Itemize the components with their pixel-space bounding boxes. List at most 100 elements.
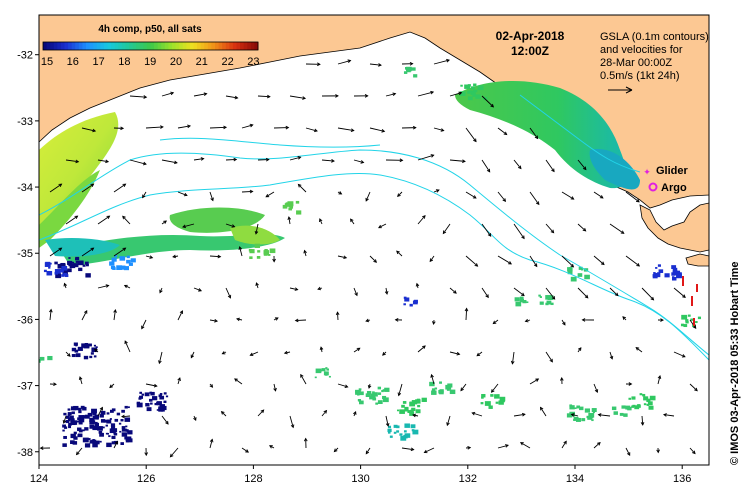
velocity-arrowhead xyxy=(249,352,254,357)
sst-pixel xyxy=(403,430,407,433)
velocity-arrow xyxy=(65,351,71,357)
velocity-arrowhead xyxy=(392,92,397,97)
sst-pixel xyxy=(413,74,418,78)
sst-pixel xyxy=(357,393,360,396)
velocity-arrowhead xyxy=(343,255,348,260)
sst-pixel xyxy=(154,402,158,406)
sst-pixel xyxy=(288,207,293,211)
velocity-arrowhead xyxy=(551,168,555,173)
sst-pixel xyxy=(413,401,418,405)
sst-pixel xyxy=(653,272,656,275)
velocity-arrow xyxy=(241,447,249,453)
sst-pixel xyxy=(77,346,83,351)
colorbar-title: 4h comp, p50, all sats xyxy=(98,24,202,35)
sst-pixel xyxy=(488,405,493,409)
velocity-arrow xyxy=(545,351,553,363)
sst-pixel xyxy=(282,204,288,209)
sst-pixel xyxy=(403,303,406,306)
velocity-arrowhead xyxy=(692,325,697,329)
velocity-arrow xyxy=(529,127,538,139)
sst-pixel xyxy=(89,417,95,423)
sst-pixel xyxy=(83,406,87,409)
sst-pixel xyxy=(71,411,75,415)
velocity-arrow xyxy=(460,383,467,391)
sst-pixel xyxy=(387,431,391,434)
velocity-arrowhead xyxy=(410,447,415,452)
glider-tracks xyxy=(682,276,698,326)
velocity-arrowhead xyxy=(338,191,343,195)
sst-pixel xyxy=(417,404,421,408)
sst-pixel xyxy=(268,254,271,256)
colorbar-swatch xyxy=(247,42,252,50)
sst-pixel xyxy=(323,371,329,376)
colorbar-swatch xyxy=(182,42,187,50)
velocity-arrow xyxy=(170,447,179,458)
velocity-arrow xyxy=(289,156,301,161)
sst-pixel xyxy=(125,436,132,442)
velocity-arrow xyxy=(417,154,434,161)
velocity-arrow xyxy=(417,345,426,353)
velocity-arrowhead xyxy=(471,411,476,416)
velocity-arrowhead xyxy=(385,422,390,427)
sst-pixel xyxy=(159,392,163,395)
velocity-arrowhead xyxy=(422,215,426,219)
velocity-arrowhead xyxy=(141,325,145,330)
colorbar-swatch xyxy=(250,42,255,50)
legend: ✦ Glider Argo xyxy=(643,165,688,194)
sst-pixel xyxy=(63,272,67,276)
sst-pixel xyxy=(410,409,414,413)
velocity-arrowhead xyxy=(485,294,489,299)
velocity-arrowhead xyxy=(453,290,457,294)
velocity-arrowhead xyxy=(238,246,243,250)
velocity-arrow xyxy=(401,447,414,451)
velocity-arrowhead xyxy=(378,224,382,229)
velocity-arrow xyxy=(241,124,253,129)
velocity-arrowhead xyxy=(492,320,497,325)
sst-pixel xyxy=(622,406,625,409)
sst-pixel xyxy=(127,406,130,409)
velocity-arrowhead xyxy=(122,247,127,251)
sst-pixel xyxy=(83,355,89,360)
sst-pixel xyxy=(158,407,164,412)
sst-pixel xyxy=(687,314,691,317)
velocity-arrowhead xyxy=(170,91,175,96)
velocity-arrow xyxy=(431,374,435,385)
colorbar-swatch xyxy=(43,42,48,50)
velocity-arrowhead xyxy=(365,197,369,202)
velocity-arrow xyxy=(129,159,147,165)
velocity-arrowhead xyxy=(628,382,633,386)
velocity-arrow xyxy=(433,127,444,132)
sst-pixel xyxy=(82,415,87,419)
velocity-arrowhead xyxy=(209,438,214,443)
land-australia xyxy=(39,15,709,209)
sst-pixel xyxy=(136,402,143,408)
sst-pixel xyxy=(46,270,53,276)
velocity-arrowhead xyxy=(272,258,276,263)
sst-pixel xyxy=(126,259,131,264)
velocity-arrowhead xyxy=(594,389,599,393)
velocity-arrowhead xyxy=(317,286,322,291)
sst-pixel xyxy=(93,355,97,358)
velocity-arrow xyxy=(493,319,499,324)
sst-pixel xyxy=(68,422,72,426)
sst-pixel xyxy=(63,412,67,416)
sst-pixel xyxy=(78,267,83,272)
velocity-arrow xyxy=(193,287,202,292)
sst-pixel xyxy=(396,425,400,429)
sst-pixel xyxy=(100,410,106,415)
sst-pixel xyxy=(69,263,76,269)
velocity-arrowhead xyxy=(364,94,369,98)
info-line-4: 0.5m/s (1kt 24h) xyxy=(600,70,679,82)
velocity-arrowhead xyxy=(682,294,686,298)
sst-pixel xyxy=(627,406,632,411)
sst-pixel xyxy=(248,248,253,252)
sst-pixel xyxy=(514,297,520,302)
velocity-arrow xyxy=(288,216,291,225)
velocity-arrowhead xyxy=(84,309,88,314)
sst-pixel xyxy=(88,343,92,347)
velocity-arrow xyxy=(625,255,640,267)
velocity-arrowhead xyxy=(399,158,404,163)
sst-patch xyxy=(39,170,100,248)
sst-pixel xyxy=(105,432,108,435)
velocity-arrow xyxy=(429,255,435,262)
